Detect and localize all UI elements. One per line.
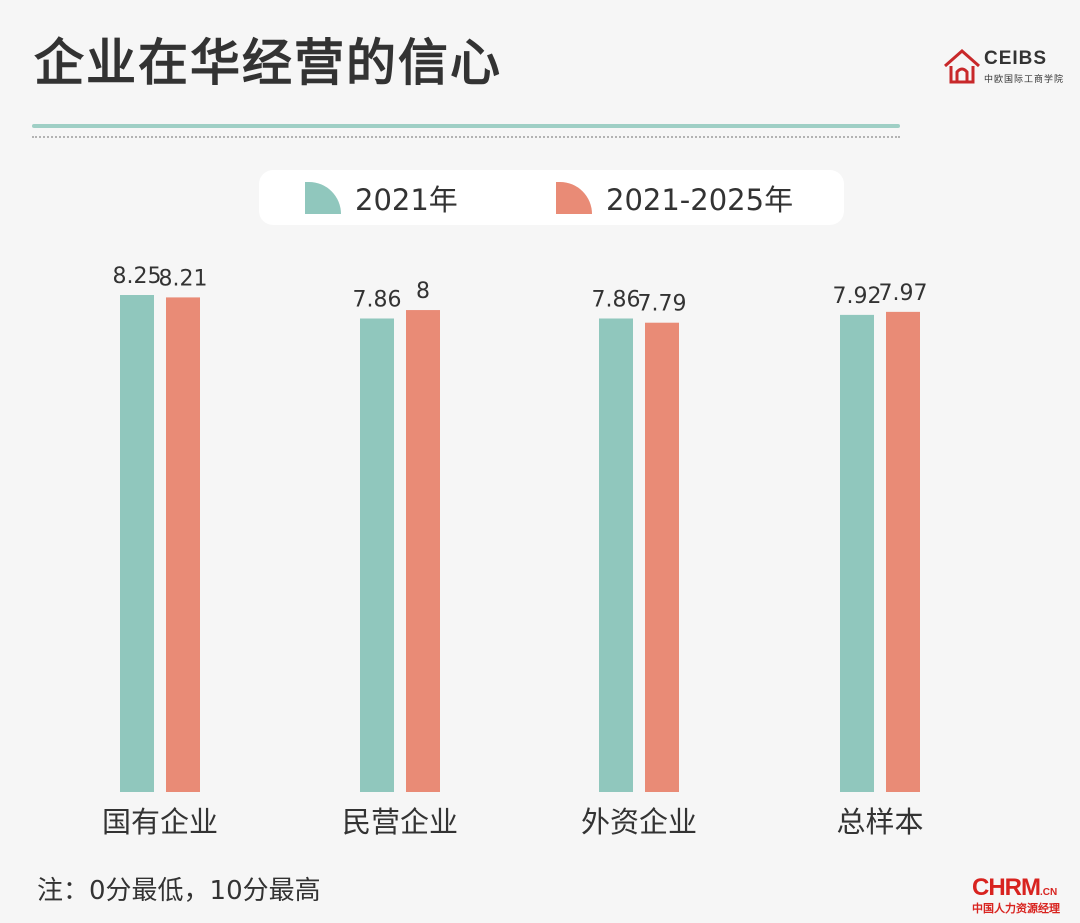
title-dotted-divider — [32, 136, 900, 138]
legend-item-2021: 2021年 — [305, 170, 458, 225]
data-label-1-1: 8.25 — [113, 264, 162, 289]
watermark-main: CHRM.CN — [972, 874, 1057, 902]
legend-item-2021-2025: 2021-2025年 — [556, 170, 793, 225]
chart-title: 企业在华经营的信心 — [34, 34, 502, 92]
data-label-2-4: 7.97 — [879, 281, 928, 306]
chrm-watermark: CHRM.CN 中国人力资源经理 — [968, 874, 1074, 919]
category-label-1: 国有企业 — [102, 805, 218, 839]
bar-2-1 — [166, 297, 200, 792]
watermark-subtitle: 中国人力资源经理 — [972, 902, 1060, 915]
logo-subtitle: 中欧国际工商学院 — [984, 75, 1065, 85]
ceibs-logo: CEIBS 中欧国际工商学院 — [942, 46, 1064, 88]
category-label-2: 民营企业 — [342, 805, 458, 839]
data-label-2-2: 8 — [416, 279, 430, 304]
logo-name: CEIBS — [984, 48, 1048, 69]
bar-1-2 — [360, 318, 394, 792]
legend-label-2021: 2021年 — [355, 182, 458, 217]
watermark-name: CHRM — [972, 874, 1041, 901]
category-label-3: 外资企业 — [581, 805, 697, 839]
title-underline — [32, 124, 900, 128]
watermark-suffix: .CN — [1040, 887, 1058, 898]
data-label-2-1: 8.21 — [159, 266, 208, 291]
category-label-4: 总样本 — [836, 805, 923, 839]
footnote: 注：0分最低，10分最高 — [37, 876, 321, 906]
bar-1-3 — [599, 318, 633, 792]
bar-1-4 — [840, 314, 874, 792]
data-label-1-2: 7.86 — [353, 287, 402, 312]
legend-label-2021-2025: 2021-2025年 — [606, 182, 794, 217]
data-label-1-4: 7.92 — [833, 284, 882, 309]
bar-2-4 — [886, 311, 920, 792]
chart-legend: 2021年 2021-2025年 — [259, 170, 844, 225]
data-label-2-3: 7.79 — [638, 292, 687, 317]
bar-1-1 — [120, 295, 154, 792]
ceibs-logo-icon — [944, 48, 980, 84]
bar-2-2 — [406, 310, 440, 792]
bar-2-3 — [645, 322, 679, 792]
data-label-1-3: 7.86 — [592, 287, 641, 312]
